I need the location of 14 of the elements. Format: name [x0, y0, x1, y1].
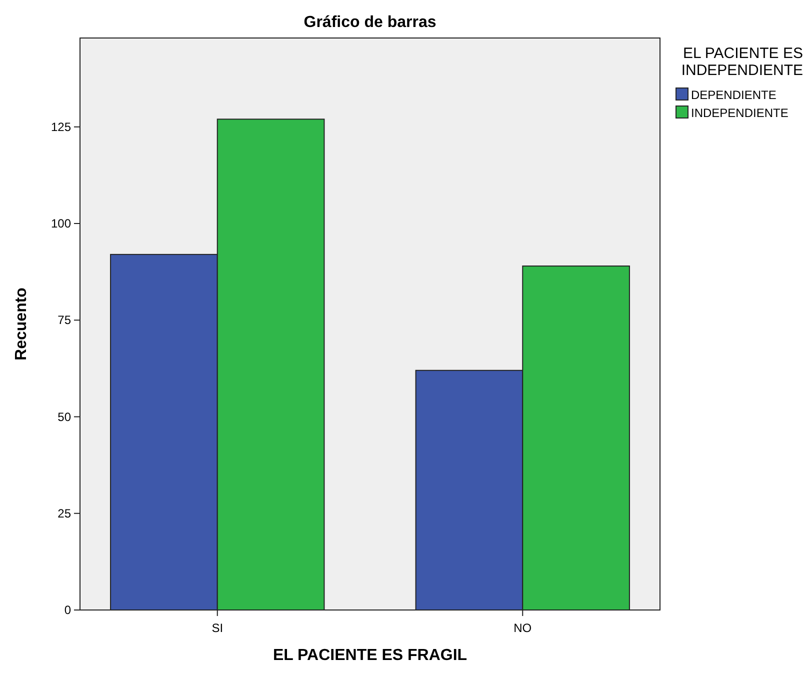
- legend-label: DEPENDIENTE: [691, 88, 776, 102]
- x-axis-title: EL PACIENTE ES FRAGIL: [272, 647, 468, 664]
- y-tick-label: 25: [58, 506, 72, 520]
- x-tick-label: NO: [514, 621, 532, 635]
- y-tick-label: 75: [58, 313, 72, 328]
- y-tick-label: 100: [50, 216, 72, 231]
- y-tick-label: 0: [64, 603, 72, 617]
- legend-label: INDEPENDIENTE: [691, 106, 788, 120]
- y-tick-label: 125: [50, 120, 72, 134]
- legend-title: EL PACIENTE ES INDEPENDIENTE: [681, 45, 803, 79]
- y-tick-label: 50: [58, 410, 72, 424]
- chart-title: Gráfico de barras: [304, 14, 436, 31]
- y-axis-title: Recuento: [13, 287, 30, 360]
- x-tick-label: SI: [212, 621, 224, 635]
